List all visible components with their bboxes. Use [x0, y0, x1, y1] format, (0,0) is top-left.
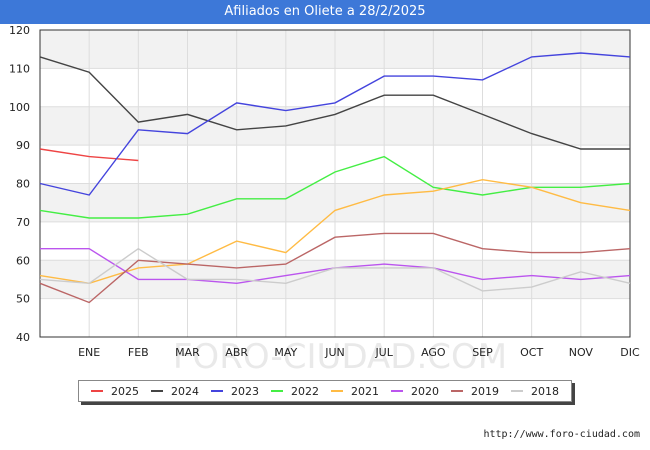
- legend-label: 2025: [111, 384, 139, 398]
- legend-label: 2021: [351, 384, 379, 398]
- series-line-2019: [39, 232, 631, 304]
- legend-label: 2018: [531, 384, 559, 398]
- legend-label: 2024: [171, 384, 199, 398]
- legend-entry-2020: 2020: [391, 385, 439, 398]
- series-line-2023: [39, 52, 631, 196]
- x-tick-label: JUN: [324, 346, 345, 359]
- legend-entry-2022: 2022: [271, 385, 319, 398]
- y-tick-label: 40: [16, 331, 30, 344]
- watermark: FORO-CIUDAD.COM: [173, 337, 507, 377]
- x-tick-label: ENE: [78, 346, 100, 359]
- y-tick-label: 80: [16, 178, 30, 191]
- y-tick-label: 120: [9, 24, 30, 37]
- legend-label: 2019: [471, 384, 499, 398]
- legend-entry-2018: 2018: [511, 385, 559, 398]
- legend-swatch: [151, 390, 163, 392]
- legend-entry-2019: 2019: [451, 385, 499, 398]
- x-tick-label: MAY: [274, 346, 297, 359]
- x-tick-label: AGO: [421, 346, 446, 359]
- x-tick-label: DIC: [620, 346, 640, 359]
- legend-label: 2022: [291, 384, 319, 398]
- y-tick-label: 90: [16, 139, 30, 152]
- legend: 2025 2024 2023 2022 2021 2020 2019 2018: [78, 380, 572, 402]
- x-tick-label: SEP: [472, 346, 493, 359]
- x-tick-label: FEB: [128, 346, 149, 359]
- x-tick-label: NOV: [569, 346, 594, 359]
- y-tick-label: 50: [16, 293, 30, 306]
- legend-swatch: [331, 390, 343, 392]
- legend-swatch: [271, 390, 283, 392]
- chart-title: Afiliados en Oliete a 28/2/2025: [0, 0, 650, 24]
- legend-label: 2023: [231, 384, 259, 398]
- y-tick-labels: 40 50 60 70 80 90 100 110 120: [9, 24, 30, 344]
- series-line-2021: [39, 178, 631, 285]
- legend-entry-2025: 2025: [91, 385, 139, 398]
- x-tick-label: MAR: [175, 346, 200, 359]
- y-tick-label: 100: [9, 101, 30, 114]
- legend-entry-2023: 2023: [211, 385, 259, 398]
- y-tick-label: 60: [16, 254, 30, 267]
- x-tick-label: JUL: [374, 346, 393, 359]
- x-tick-label: ABR: [225, 346, 248, 359]
- legend-entry-2021: 2021: [331, 385, 379, 398]
- x-tick-labels: ENE FEB MAR ABR MAY JUN JUL AGO SEP OCT NOV DIC: [78, 346, 640, 359]
- series-line-2024: [39, 56, 630, 150]
- series-lines: [39, 52, 631, 304]
- legend-entry-2024: 2024: [151, 385, 199, 398]
- legend-swatch: [451, 390, 463, 392]
- legend-swatch: [391, 390, 403, 392]
- y-tick-label: 110: [9, 62, 30, 75]
- legend-label: 2020: [411, 384, 439, 398]
- y-tick-label: 70: [16, 216, 30, 229]
- legend-swatch: [91, 390, 103, 392]
- legend-swatch: [211, 390, 223, 392]
- legend-swatch: [511, 390, 523, 392]
- series-line-2018: [39, 247, 631, 292]
- source-url[interactable]: http://www.foro-ciudad.com: [483, 429, 640, 440]
- x-tick-label: OCT: [520, 346, 543, 359]
- series-line-2025: [39, 148, 139, 162]
